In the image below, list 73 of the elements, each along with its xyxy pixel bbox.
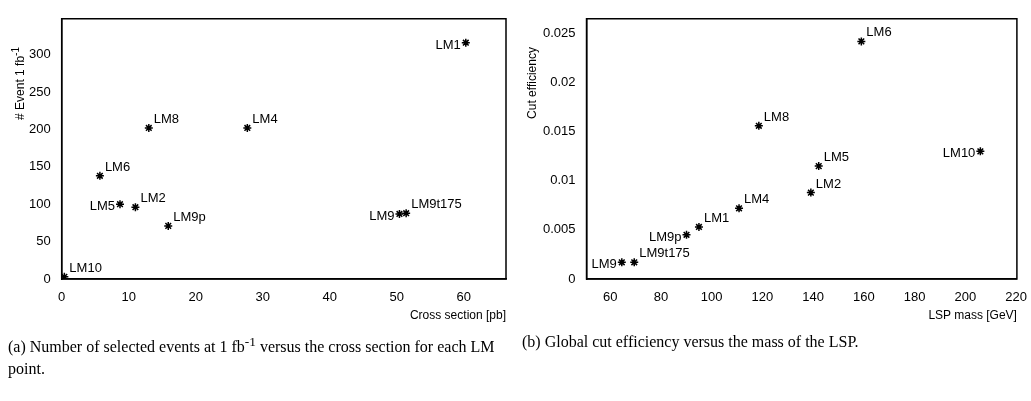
x-tick-label: 220 [1005,289,1027,305]
point [130,202,141,212]
x-tick-label: 30 [255,289,270,305]
x-tick-label: 180 [903,289,926,305]
point [856,36,867,47]
y-tick-label: 300 [28,46,51,62]
annotation: LM4 [252,111,278,127]
x-tick-label: 160 [853,289,875,305]
x-tick-label: 140 [802,289,824,305]
annotation: LM1 [703,210,730,226]
y-tick-label: 150 [28,158,51,174]
point [617,257,627,268]
x-tick-label: 80 [653,289,669,305]
x-tick-label: 10 [121,289,136,305]
point [461,37,471,48]
annotation: LM2 [815,175,842,191]
y-tick-label: 0 [568,270,576,286]
y-tick-label: 0.01 [550,172,576,188]
annotation: LM10 [69,259,102,275]
point [754,121,764,131]
y-tick-label: 0.025 [542,25,576,41]
point [394,209,405,219]
point [694,222,704,232]
annotation: LM9 [591,256,617,272]
annotation: LM6 [866,24,892,40]
y-axis-title: Cut efficiency [525,47,539,119]
annotation: LM8 [763,108,790,124]
point [144,123,154,133]
annotation: LM10 [942,145,976,161]
annotation: LM5 [89,198,115,214]
x-tick-label: 40 [322,289,337,305]
text: (b) Global cut efficiency versus the mass of the LSP. [522,332,860,353]
point [806,187,816,198]
point [115,199,125,209]
annotation: LM4 [744,191,770,207]
annotation: LM9p [648,228,682,244]
point [163,221,173,231]
x-tick-label: 100 [700,289,723,305]
point [629,257,639,268]
annotation: LM9 [369,208,395,224]
annotation: LM8 [153,111,180,127]
x-tick-label: 60 [456,289,472,305]
x-axis-title: LSP mass [GeV] [928,308,1017,323]
x-tick-label: 50 [389,289,404,305]
x-tick-label: 200 [954,289,977,305]
y-tick-label: 100 [28,195,51,211]
y-tick-label: 50 [36,233,51,249]
point [401,208,411,218]
annotation: LM5 [823,149,850,165]
y-tick-label: 0.02 [550,74,576,90]
x-tick-label: 60 [602,289,618,305]
annotation: LM9t175 [411,196,462,212]
point [813,161,824,171]
y-tick-label: 200 [28,121,51,137]
x-tick-label: 20 [188,289,203,305]
x-axis-title: Cross section [pb] [409,308,506,323]
point [975,146,986,157]
point [242,123,253,133]
y-tick-label: 0.015 [542,123,576,139]
y-tick-label: 0 [43,270,51,286]
x-tick-label: 0 [58,289,66,305]
point [681,230,692,240]
annotation: LM6 [104,158,131,174]
y-tick-label: 0.005 [542,221,576,237]
annotation: LM2 [140,190,166,206]
y-tick-label: 250 [28,83,51,99]
point [734,203,744,214]
x-tick-label: 120 [751,289,774,305]
text: (a) Number of selected events at 1 fb$^{-1}$ versus the cross section for each LM point. [8,334,495,378]
annotation: LM9p [173,208,206,224]
annotation: LM9t175 [639,245,690,261]
point [95,171,105,181]
annotation: LM1 [435,36,461,52]
